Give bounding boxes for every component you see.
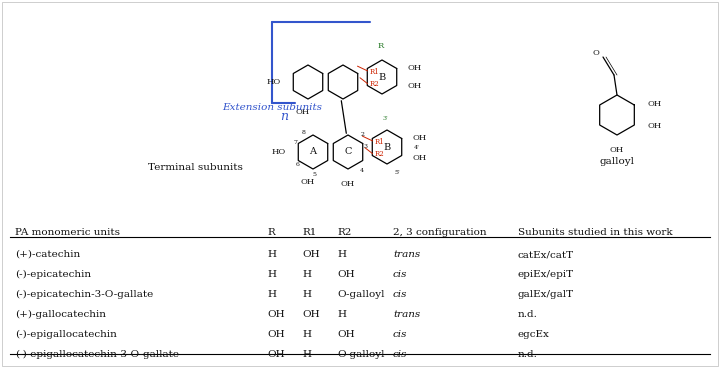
Text: R2: R2 xyxy=(337,228,351,237)
Text: (-)-epigallocatechin: (-)-epigallocatechin xyxy=(15,330,117,339)
Text: Terminal subunits: Terminal subunits xyxy=(148,163,243,173)
Text: OH: OH xyxy=(341,180,355,188)
Text: R: R xyxy=(377,42,384,50)
Text: H: H xyxy=(302,350,311,359)
Text: 7: 7 xyxy=(293,140,297,145)
Text: H: H xyxy=(302,330,311,339)
Text: 4: 4 xyxy=(359,168,364,173)
Text: Extension subunits: Extension subunits xyxy=(222,103,322,113)
Text: PA monomeric units: PA monomeric units xyxy=(15,228,120,237)
Text: A: A xyxy=(310,148,317,156)
Text: (+)-gallocatechin: (+)-gallocatechin xyxy=(15,310,106,319)
Text: catEx/catT: catEx/catT xyxy=(518,250,574,259)
Text: OH: OH xyxy=(337,330,355,339)
Text: O-galloyl: O-galloyl xyxy=(337,290,384,299)
Text: epiEx/epiT: epiEx/epiT xyxy=(518,270,574,279)
Text: egcEx: egcEx xyxy=(518,330,550,339)
Text: Subunits studied in this work: Subunits studied in this work xyxy=(518,228,672,237)
Text: OH: OH xyxy=(648,122,662,130)
Text: trans: trans xyxy=(393,310,420,319)
Text: 2, 3 configuration: 2, 3 configuration xyxy=(393,228,487,237)
Text: HO: HO xyxy=(271,148,286,156)
Text: OH: OH xyxy=(302,250,320,259)
Text: cis: cis xyxy=(393,330,408,339)
Text: OH: OH xyxy=(302,310,320,319)
Text: H: H xyxy=(337,250,346,259)
Text: R1: R1 xyxy=(302,228,316,237)
Text: OH: OH xyxy=(413,134,427,142)
Text: H: H xyxy=(267,290,276,299)
Text: galloyl: galloyl xyxy=(600,158,634,166)
Text: OH: OH xyxy=(413,154,427,162)
Text: H: H xyxy=(337,310,346,319)
Text: (-)-epicatechin: (-)-epicatechin xyxy=(15,270,91,279)
Text: R: R xyxy=(267,228,275,237)
Text: 4': 4' xyxy=(414,145,420,151)
Text: (-)-epicatechin-3-O-gallate: (-)-epicatechin-3-O-gallate xyxy=(15,290,153,299)
Text: H: H xyxy=(267,250,276,259)
Text: B: B xyxy=(383,142,391,152)
Text: OH: OH xyxy=(267,350,284,359)
Text: O-galloyl: O-galloyl xyxy=(337,350,384,359)
Text: cis: cis xyxy=(393,270,408,279)
Text: R1: R1 xyxy=(369,68,379,76)
Text: OH: OH xyxy=(337,270,355,279)
Text: C: C xyxy=(344,148,351,156)
Text: H: H xyxy=(302,270,311,279)
Text: cis: cis xyxy=(393,350,408,359)
Text: 8: 8 xyxy=(302,130,306,135)
Text: cis: cis xyxy=(393,290,408,299)
Text: (+)-catechin: (+)-catechin xyxy=(15,250,80,259)
Text: H: H xyxy=(267,270,276,279)
Text: R1: R1 xyxy=(374,138,384,146)
Text: B: B xyxy=(379,72,386,81)
Text: O: O xyxy=(592,49,599,57)
Text: (-)-epigallocatechin-3-O-gallate: (-)-epigallocatechin-3-O-gallate xyxy=(15,350,179,359)
Text: H: H xyxy=(302,290,311,299)
Text: n.d.: n.d. xyxy=(518,350,538,359)
Text: OH: OH xyxy=(408,64,422,72)
Text: 2: 2 xyxy=(361,132,364,137)
Text: OH: OH xyxy=(267,310,284,319)
Text: OH: OH xyxy=(610,146,624,154)
Text: 5': 5' xyxy=(395,170,400,175)
Text: 3: 3 xyxy=(364,144,368,149)
Text: R2: R2 xyxy=(374,150,384,158)
Text: 6: 6 xyxy=(296,162,300,167)
Text: OH: OH xyxy=(267,330,284,339)
Text: OH: OH xyxy=(296,108,310,116)
Text: HO: HO xyxy=(266,78,281,86)
Text: trans: trans xyxy=(393,250,420,259)
Text: 5: 5 xyxy=(312,171,317,177)
Text: 3': 3' xyxy=(382,116,388,121)
Text: n.d.: n.d. xyxy=(518,310,538,319)
Text: R2: R2 xyxy=(369,80,379,88)
Text: galEx/galT: galEx/galT xyxy=(518,290,574,299)
Text: OH: OH xyxy=(301,178,315,186)
Text: OH: OH xyxy=(648,100,662,108)
Text: n: n xyxy=(280,110,288,124)
Text: OH: OH xyxy=(408,82,422,91)
